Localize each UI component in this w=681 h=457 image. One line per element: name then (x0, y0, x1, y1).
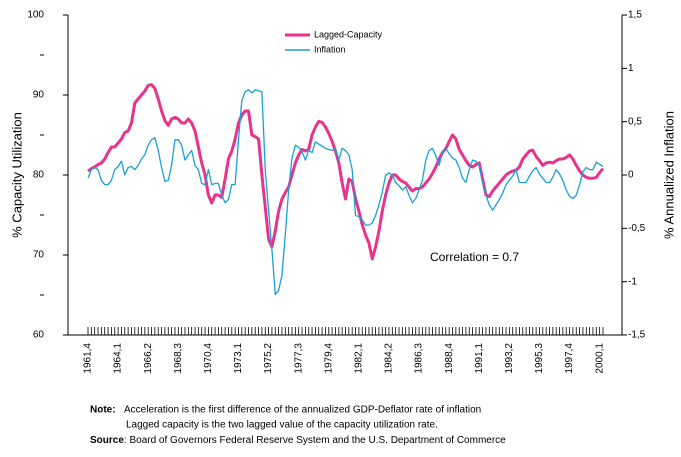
source-label: Source (90, 435, 124, 446)
x-tick-label: 1975,2 (263, 343, 274, 374)
note-label: Note: (90, 405, 116, 416)
y-tick-label: 90 (33, 90, 45, 101)
x-tick-label: 1973,1 (233, 343, 244, 374)
line-series (87, 83, 605, 261)
y2-tick-label: -1 (628, 276, 637, 287)
annotation: Correlation = 0.7 (430, 250, 519, 264)
y-tick-label: 70 (33, 250, 45, 261)
x-tick-label: 2000,1 (594, 343, 605, 374)
x-tick-label: 1964,1 (113, 343, 124, 374)
y-axis-label: % Capacity Utilization (9, 112, 24, 238)
note-line: Acceleration is the first difference of … (124, 405, 481, 416)
legend-label: Inflation (314, 44, 346, 54)
x-tick-label: 1995,3 (534, 343, 545, 374)
x-tick-label: 1961,4 (83, 343, 94, 374)
x-tick-label: 1986,3 (414, 343, 425, 374)
x-tick-label: 1988,4 (444, 343, 455, 374)
source: Source: Board of Governors Federal Reser… (90, 435, 506, 446)
x-tick-label: 1991,1 (474, 343, 485, 374)
x-tick-label: 1979,4 (323, 343, 334, 374)
y-tick-label: 100 (27, 10, 44, 21)
y2-tick-label: 1,5 (628, 10, 642, 21)
x-tick-label: 1966,2 (143, 343, 154, 374)
x-tick-label: 1977,3 (293, 343, 304, 374)
y2-tick-label: 0 (628, 170, 634, 181)
y-tick-label: 60 (33, 330, 45, 341)
x-tick-label: 1997,4 (564, 343, 575, 374)
x-tick-label: 1970,4 (203, 343, 214, 374)
x-tick-label: 1982,1 (354, 343, 365, 374)
x-tick-label: 1993,2 (504, 343, 515, 374)
y-tick-label: 80 (33, 170, 45, 181)
y2-axis-label: % Annualized Inflation (661, 111, 676, 239)
x-tick-label: 1984,2 (384, 343, 395, 374)
y2-tick-label: -0,5 (628, 223, 646, 234)
y2-tick-label: -1,5 (628, 330, 646, 341)
y2-tick-label: 1 (628, 63, 634, 74)
legend-label: Lagged-Capacity (314, 29, 383, 39)
line-series (87, 89, 604, 296)
source-text: : Board of Governors Federal Reserve Sys… (124, 435, 506, 446)
note-line: Lagged capacity is the two lagged value … (126, 420, 438, 431)
x-tick-label: 1968,3 (173, 343, 184, 374)
y2-tick-label: 0,5 (628, 116, 642, 127)
